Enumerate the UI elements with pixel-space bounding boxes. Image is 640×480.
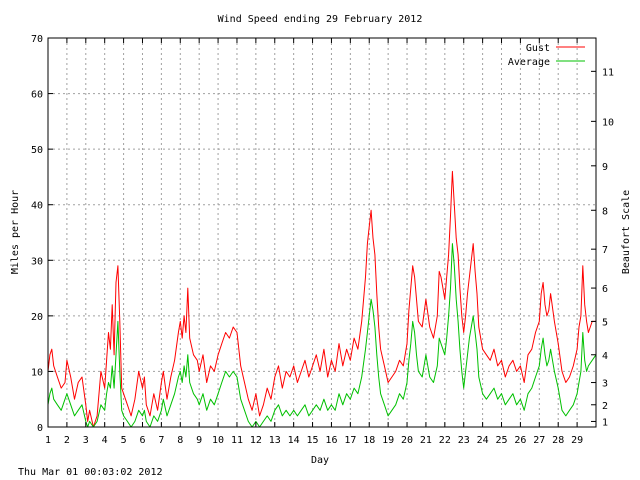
x-tick-label: 20 (401, 435, 413, 446)
x-tick-label: 10 (212, 435, 224, 446)
y2-tick-label: 4 (602, 351, 608, 362)
x-tick-label: 24 (477, 435, 489, 446)
chart-title: Wind Speed ending 29 February 2012 (218, 14, 423, 25)
y-tick-label: 30 (31, 256, 43, 267)
legend-label-gust: Gust (526, 43, 550, 54)
series-line-average (47, 243, 597, 428)
x-tick-label: 11 (231, 435, 243, 446)
axis-ticks: 1 2 3 4 5 6 7 8 9 10 11 12 13 14 15 16 17 18 19 20 21 22 23 24 2… (31, 34, 614, 446)
y2-tick-label: 2 (602, 401, 608, 412)
y-tick-label: 60 (31, 90, 43, 101)
x-tick-label: 7 (158, 435, 164, 446)
y2-tick-label: 10 (602, 117, 614, 128)
x-tick-label: 22 (439, 435, 451, 446)
grid (48, 38, 596, 427)
y-tick-label: 20 (31, 312, 43, 323)
y2-tick-label: 7 (602, 245, 608, 256)
x-tick-label: 5 (121, 435, 127, 446)
y2-tick-label: 11 (602, 67, 614, 78)
x-tick-label: 3 (83, 435, 89, 446)
legend-label-average: Average (508, 57, 550, 68)
x-tick-label: 19 (382, 435, 394, 446)
y2-tick-label: 5 (602, 317, 608, 328)
x-tick-label: 13 (269, 435, 281, 446)
legend: Gust Average (508, 43, 585, 68)
y-tick-label: 50 (31, 145, 43, 156)
x-tick-label: 1 (45, 435, 51, 446)
x-tick-label: 25 (495, 435, 507, 446)
y2-tick-label: 3 (602, 379, 608, 390)
x-tick-label: 18 (363, 435, 375, 446)
timestamp: Thu Mar 01 00:03:02 2012 (18, 467, 163, 478)
y-tick-label: 70 (31, 34, 43, 45)
plot-frame (47, 37, 597, 428)
x-axis-label: Day (311, 455, 329, 466)
x-tick-label: 23 (458, 435, 470, 446)
x-tick-label: 8 (177, 435, 183, 446)
x-tick-label: 21 (420, 435, 432, 446)
y2-tick-label: 1 (602, 417, 608, 428)
x-tick-label: 6 (139, 435, 145, 446)
y-tick-label: 10 (31, 367, 43, 378)
x-tick-label: 14 (288, 435, 300, 446)
y-axis-label: Miles per Hour (10, 190, 21, 274)
x-tick-label: 15 (307, 435, 319, 446)
x-tick-label: 9 (196, 435, 202, 446)
y2-tick-label: 8 (602, 206, 608, 217)
x-tick-label: 29 (571, 435, 583, 446)
x-tick-label: 28 (552, 435, 564, 446)
series-line-gust (47, 170, 596, 428)
y-tick-label: 0 (37, 423, 43, 434)
series-lines (47, 170, 597, 428)
x-tick-label: 27 (533, 435, 545, 446)
x-tick-label: 17 (344, 435, 356, 446)
y2-axis-label: Beaufort Scale (621, 190, 632, 274)
x-tick-label: 2 (64, 435, 70, 446)
x-tick-label: 16 (325, 435, 337, 446)
y2-tick-label: 6 (602, 284, 608, 295)
x-tick-label: 26 (514, 435, 526, 446)
x-tick-label: 4 (102, 435, 108, 446)
y-tick-label: 40 (31, 201, 43, 212)
x-tick-label: 12 (250, 435, 262, 446)
y2-tick-label: 9 (602, 162, 608, 173)
